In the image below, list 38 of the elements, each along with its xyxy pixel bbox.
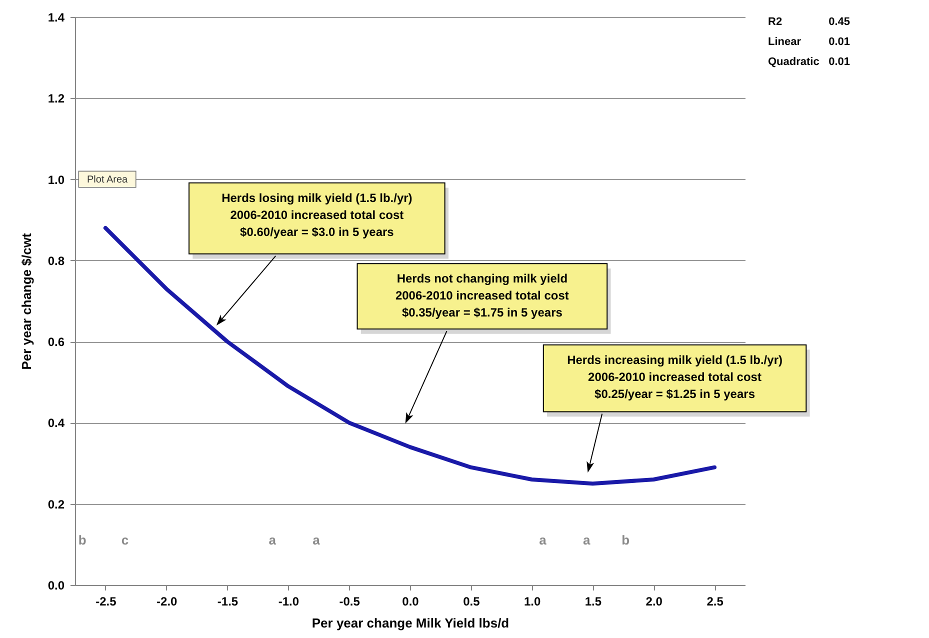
y-tick-label: 1.4 <box>48 10 65 24</box>
y-tick-label: 1.0 <box>48 172 65 187</box>
x-axis-title: Per year change Milk Yield lbs/d <box>312 616 510 630</box>
text: Linear <box>768 36 802 48</box>
x-tick-label: 0.0 <box>402 594 420 608</box>
annotation: a <box>268 532 277 548</box>
y-tick-label: 1.2 <box>48 92 65 106</box>
annotation: a <box>583 532 592 548</box>
y-axis-title: Per year change $/cwt <box>18 232 34 370</box>
y-tick-label: 0.0 <box>48 578 65 592</box>
x-tick-label: 1.5 <box>584 594 602 608</box>
x-tick-label: -0.5 <box>339 594 360 608</box>
x-tick-label: -2.5 <box>96 594 117 608</box>
annotation: c <box>121 532 129 548</box>
annotation: a <box>539 532 548 548</box>
text: 0.01 <box>828 36 850 48</box>
annotation: Herds losing milk yield (1.5 lb./yr) 2006-2010 increased total cost $0.60/year = $3.0 in 5 years <box>222 190 412 239</box>
x-tick-label: 1.0 <box>524 594 541 608</box>
annotation: a <box>312 532 321 548</box>
x-tick-label: 2.5 <box>706 594 724 608</box>
text: R2 <box>768 16 782 28</box>
y-tick-label: 0.2 <box>48 497 65 512</box>
annotation: b <box>622 532 630 548</box>
text: Quadratic <box>768 56 820 68</box>
x-tick-label: -1.5 <box>217 594 238 608</box>
annotation: Herds increasing milk yield (1.5 lb./yr) 2006-2010 increased total cost $0.25/year = $1.25 in 5 years <box>567 352 782 401</box>
text: 0.01 <box>828 56 850 68</box>
x-tick-label: -1.0 <box>278 594 300 608</box>
text: 0.45 <box>828 16 850 28</box>
x-tick-label: 2.0 <box>646 594 663 608</box>
annotation: b <box>78 532 86 548</box>
x-tick-label: -2.0 <box>156 594 178 608</box>
annotation: Herds not changing milk yield 2006-2010 increased total cost $0.35/year = $1.75 in 5 years <box>395 272 569 320</box>
y-tick-label: 0.4 <box>48 416 65 430</box>
y-tick-label: 0.6 <box>48 335 65 350</box>
x-tick-label: 0.5 <box>463 594 480 608</box>
y-tick-label: 0.8 <box>48 254 65 268</box>
annotation: Plot Area <box>86 174 128 186</box>
